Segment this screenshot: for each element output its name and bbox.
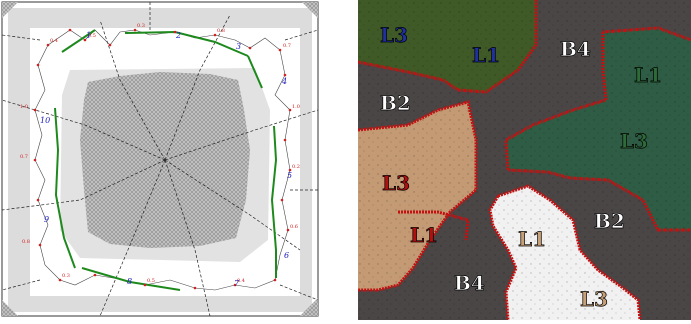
- point-label: 1.0: [20, 104, 28, 110]
- corner-obstacle: [2, 2, 18, 18]
- region-label: B2: [380, 91, 411, 115]
- point-label: 0.4: [237, 278, 245, 284]
- point-label: 0.7: [283, 43, 291, 49]
- region-label: L3: [380, 23, 408, 47]
- region-label: L1: [472, 43, 500, 67]
- node-number: 2: [175, 31, 181, 40]
- corner-obstacle: [302, 2, 318, 18]
- tour-lines: [34, 29, 291, 291]
- coverage-diagram-svg: 0.4 0.5 0.3 0.8 0.7 1.0 0.2 0.6 0.4 0.5 …: [1, 1, 319, 317]
- point-label: 0.7: [20, 154, 28, 160]
- node-number: 9: [44, 215, 49, 224]
- region-label: L3: [620, 129, 648, 153]
- point-label: 1.0: [292, 104, 300, 110]
- node-number: 8: [127, 277, 132, 286]
- node-number-group: 1 2 3 4 5 6 7 8 9 10: [40, 31, 292, 288]
- texture-overlay: [358, 0, 691, 320]
- point-label: 0.2: [292, 164, 300, 170]
- node-number: 4: [281, 77, 287, 86]
- node-number: 10: [40, 116, 50, 125]
- region-label: B4: [560, 37, 591, 61]
- node-number: 1: [86, 31, 91, 40]
- point-label-group: 0.4 0.5 0.3 0.8 0.7 1.0 0.2 0.6 0.4 0.5 …: [20, 23, 300, 284]
- node-number: 5: [287, 171, 292, 180]
- corner-obstacle: [2, 300, 18, 316]
- point-label: 0.3: [137, 23, 145, 29]
- region-label: B4: [454, 271, 485, 295]
- terrain-map-svg: L3 L1 B4 L1 B2 L3 L3 L1 L1 B2 B4 L3: [357, 0, 691, 321]
- sample-points: [33, 28, 292, 290]
- point-label: 0.3: [62, 273, 70, 279]
- region-label: L1: [518, 227, 546, 251]
- point-label: 0.4: [50, 38, 58, 44]
- region-label: L3: [382, 171, 410, 195]
- region-label: L3: [580, 287, 608, 311]
- region-label: L1: [634, 63, 662, 87]
- region-label-group: L3 L1 B4 L1 B2 L3 L3 L1 L1 B2 B4 L3: [380, 23, 663, 312]
- point-label: 0.8: [217, 28, 225, 34]
- point-label: 0.6: [290, 224, 298, 230]
- corner-obstacle: [300, 298, 318, 316]
- point-label: 0.5: [147, 278, 155, 284]
- green-path: [54, 29, 278, 291]
- region-label: B2: [594, 209, 625, 233]
- point-label: 0.8: [22, 239, 30, 245]
- node-number: 7: [234, 279, 240, 288]
- region-boundaries: [357, 0, 691, 321]
- coverage-diagram: 0.4 0.5 0.3 0.8 0.7 1.0 0.2 0.6 0.4 0.5 …: [0, 0, 326, 320]
- node-number: 6: [284, 251, 289, 260]
- terrain-map: L3 L1 B4 L1 B2 L3 L3 L1 L1 B2 B4 L3: [357, 0, 691, 321]
- node-number: 3: [236, 42, 241, 51]
- point-label: 0.5: [88, 33, 96, 39]
- region-label: L1: [410, 223, 438, 247]
- voronoi-lines: [1, 2, 319, 317]
